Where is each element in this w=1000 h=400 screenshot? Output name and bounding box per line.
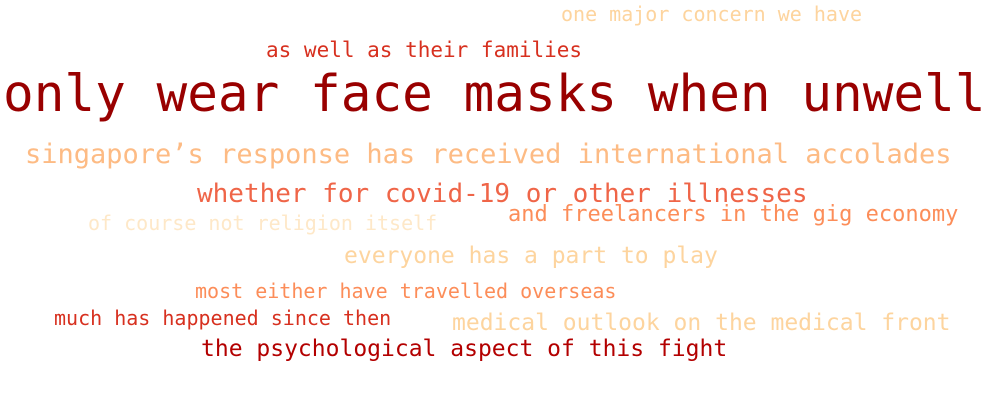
phrase: singapore’s response has received intern… bbox=[25, 139, 952, 170]
phrase: medical outlook on the medical front bbox=[452, 310, 951, 336]
phrase: the psychological aspect of this fight bbox=[201, 336, 728, 362]
phrase: most either have travelled overseas bbox=[195, 279, 617, 303]
phrase: only wear face masks when unwell bbox=[3, 65, 986, 124]
phrase: and freelancers in the gig economy bbox=[508, 202, 959, 227]
phrase: much has happened since then bbox=[54, 306, 392, 330]
phrase: one major concern we have bbox=[561, 2, 863, 26]
phrase: whether for covid-19 or other illnesses bbox=[197, 179, 808, 209]
phrase: of course not religion itself bbox=[88, 211, 438, 235]
phrase: everyone has a part to play bbox=[344, 243, 718, 269]
phrase: as well as their families bbox=[266, 38, 583, 62]
